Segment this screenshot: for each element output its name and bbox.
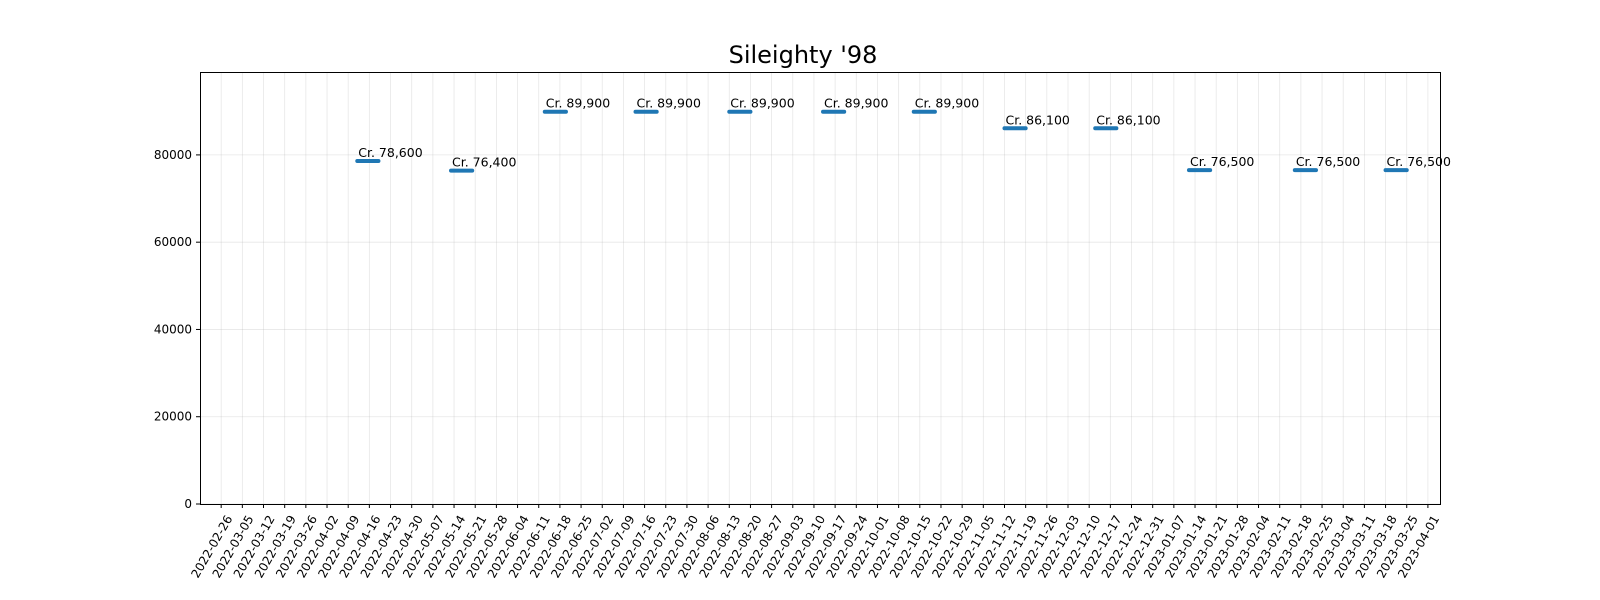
- price-data-label: Cr. 76,400: [452, 155, 516, 170]
- grid-layer: [200, 72, 1440, 505]
- price-data-label: Cr. 89,900: [546, 96, 610, 111]
- price-data-label: Cr. 76,500: [1190, 154, 1254, 169]
- y-tick-label: 40000: [154, 322, 192, 336]
- y-tick-label: 0: [184, 497, 192, 511]
- y-axis-ticks: 0 20000 40000 60000 80000: [154, 148, 200, 511]
- chart-title: Sileighty '98: [729, 41, 878, 69]
- price-data-label: Cr. 78,600: [358, 145, 422, 160]
- price-data-label: Cr. 76,500: [1387, 154, 1451, 169]
- price-data-label: Cr. 89,900: [915, 96, 979, 111]
- price-data-label: Cr. 89,900: [637, 96, 701, 111]
- price-data-label: Cr. 86,100: [1005, 112, 1069, 127]
- price-data-label: Cr. 86,100: [1096, 112, 1160, 127]
- y-tick-label: 20000: [154, 410, 192, 424]
- price-data-label: Cr. 89,900: [730, 96, 794, 111]
- price-series: [355, 109, 1409, 173]
- price-data-label: Cr. 76,500: [1296, 154, 1360, 169]
- x-axis-ticks: 2022-02-262022-03-052022-03-122022-03-19…: [188, 504, 1442, 580]
- data-labels: Cr. 78,600 Cr. 76,400 Cr. 89,900 Cr. 89,900…: [358, 96, 1451, 170]
- price-data-label: Cr. 89,900: [824, 96, 888, 111]
- plot-frame: [200, 72, 1441, 505]
- y-tick-label: 60000: [154, 235, 192, 249]
- y-tick-label: 80000: [154, 148, 192, 162]
